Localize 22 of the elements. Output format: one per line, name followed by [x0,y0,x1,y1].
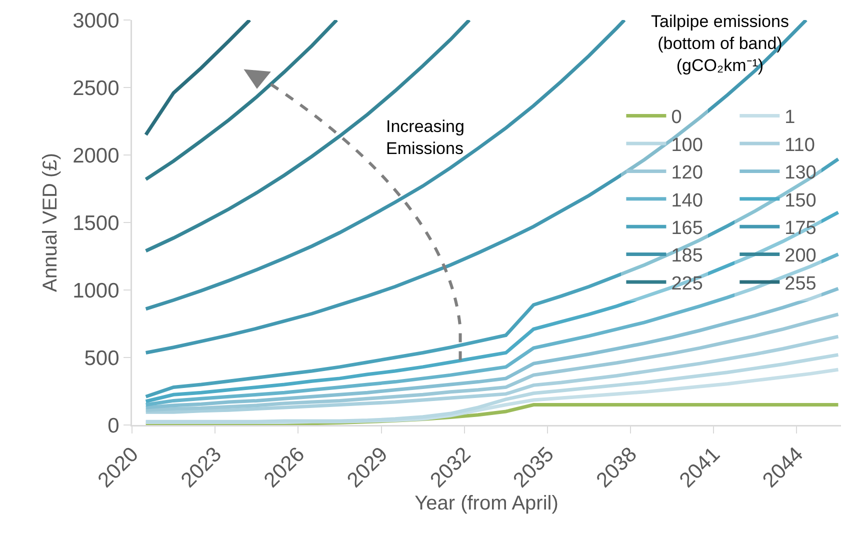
legend-label: 110 [784,134,815,156]
legend-label: 130 [784,162,816,184]
legend-label: 140 [671,190,703,212]
y-axis-title: Annual VED (£) [39,153,62,292]
annotation: Increasing Emissions [386,117,464,158]
x-axis-title: Year (from April) [414,492,558,514]
legend-label: 165 [671,218,703,240]
y-tick-label: 3000 [72,9,120,32]
y-tick-label: 500 [84,346,120,370]
legend-label: 185 [671,246,703,267]
legend-label: 120 [671,162,703,184]
legend-label: 150 [784,190,816,212]
y-tick-label: 1000 [72,279,120,302]
legend-label: 200 [784,246,816,267]
y-tick-label: 2000 [72,144,120,168]
legend-label: 100 [671,134,703,156]
legend-label: 255 [784,273,816,294]
y-tick-label: 1500 [72,212,120,235]
y-tick-label: 2500 [72,76,120,100]
legend-label: 0 [671,107,682,128]
legend-label: 1 [784,107,796,128]
y-tick-label: 0 [108,414,120,438]
